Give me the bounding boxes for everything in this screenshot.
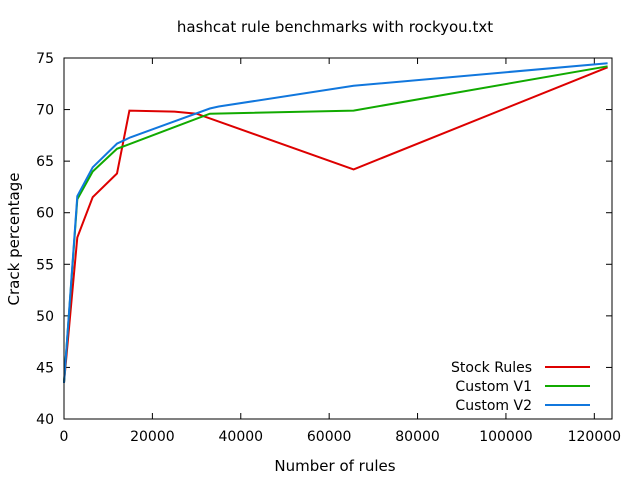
y-axis-title: Crack percentage (5, 173, 23, 306)
legend: Stock Rules Custom V1 Custom V2 (451, 360, 590, 414)
chart-title: hashcat rule benchmarks with rockyou.txt (177, 18, 493, 36)
series-layer (63, 62, 608, 383)
y-tick-label: 65 (36, 154, 54, 170)
series-line-stock-rules (63, 66, 608, 383)
y-tick-label: 50 (36, 309, 54, 325)
x-tick-label: 0 (60, 429, 69, 445)
y-tick-label: 75 (36, 51, 54, 67)
x-tick-label: 100000 (479, 429, 532, 445)
x-tick-label: 40000 (219, 429, 264, 445)
x-tick-label: 20000 (130, 429, 175, 445)
y-tick-label: 45 (36, 360, 54, 376)
series-line-custom-v1 (63, 65, 608, 383)
x-tick-label: 80000 (395, 429, 440, 445)
plot-frame (63, 57, 613, 420)
series-line-custom-v2 (63, 62, 608, 383)
y-tick-label: 60 (36, 206, 54, 222)
legend-label-stock-rules: Stock Rules (451, 360, 532, 376)
ticks-layer: 0 20000 40000 60000 80000 100000 120000 40 45 50 5… (36, 51, 621, 445)
legend-label-custom-v2: Custom V2 (455, 398, 532, 414)
x-tick-label: 120000 (568, 429, 621, 445)
legend-label-custom-v1: Custom V1 (455, 379, 532, 395)
x-tick-label: 60000 (307, 429, 352, 445)
y-tick-label: 70 (36, 103, 54, 119)
y-tick-label: 40 (36, 412, 54, 428)
x-axis-title: Number of rules (274, 457, 395, 475)
y-tick-label: 55 (36, 257, 54, 273)
